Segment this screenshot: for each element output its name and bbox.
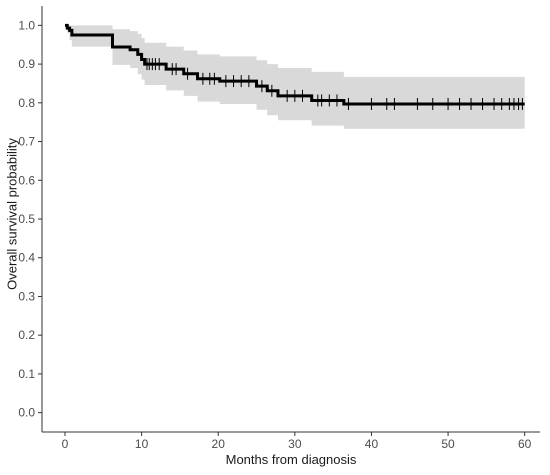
survival-curve — [64, 23, 525, 106]
survival-line-layer — [64, 23, 525, 106]
y-tick-label: 0.4 — [18, 251, 35, 265]
y-tick-label: 0.2 — [18, 328, 35, 342]
confidence-band — [64, 25, 525, 129]
x-tick-label: 50 — [441, 437, 455, 451]
x-tick-label: 40 — [365, 437, 379, 451]
x-tick-label: 30 — [288, 437, 302, 451]
x-tick-label: 60 — [518, 437, 532, 451]
y-tick-label: 0.8 — [18, 96, 35, 110]
x-tick-label: 0 — [62, 437, 69, 451]
y-tick-label: 0.6 — [18, 173, 35, 187]
y-tick-label: 0.0 — [18, 406, 35, 420]
y-tick-label: 0.5 — [18, 212, 35, 226]
confidence-band-layer — [64, 25, 525, 129]
y-tick-label: 0.9 — [18, 57, 35, 71]
y-tick-label: 0.1 — [18, 367, 35, 381]
y-tick-label: 0.7 — [18, 135, 35, 149]
y-tick-label: 0.3 — [18, 289, 35, 303]
y-axis-title: Overall survival probability — [5, 138, 20, 290]
y-tick-label: 1.0 — [18, 18, 35, 32]
x-tick-label: 20 — [212, 437, 226, 451]
ticks-layer: 0 10 20 30 40 50 60 0.0 0.1 0.2 0.3 0.4 0.5 0.6 0.7 0.8… — [18, 18, 531, 451]
x-tick-label: 10 — [135, 437, 149, 451]
censor-marks-layer — [146, 58, 523, 110]
x-axis-title: Months from diagnosis — [226, 452, 357, 467]
